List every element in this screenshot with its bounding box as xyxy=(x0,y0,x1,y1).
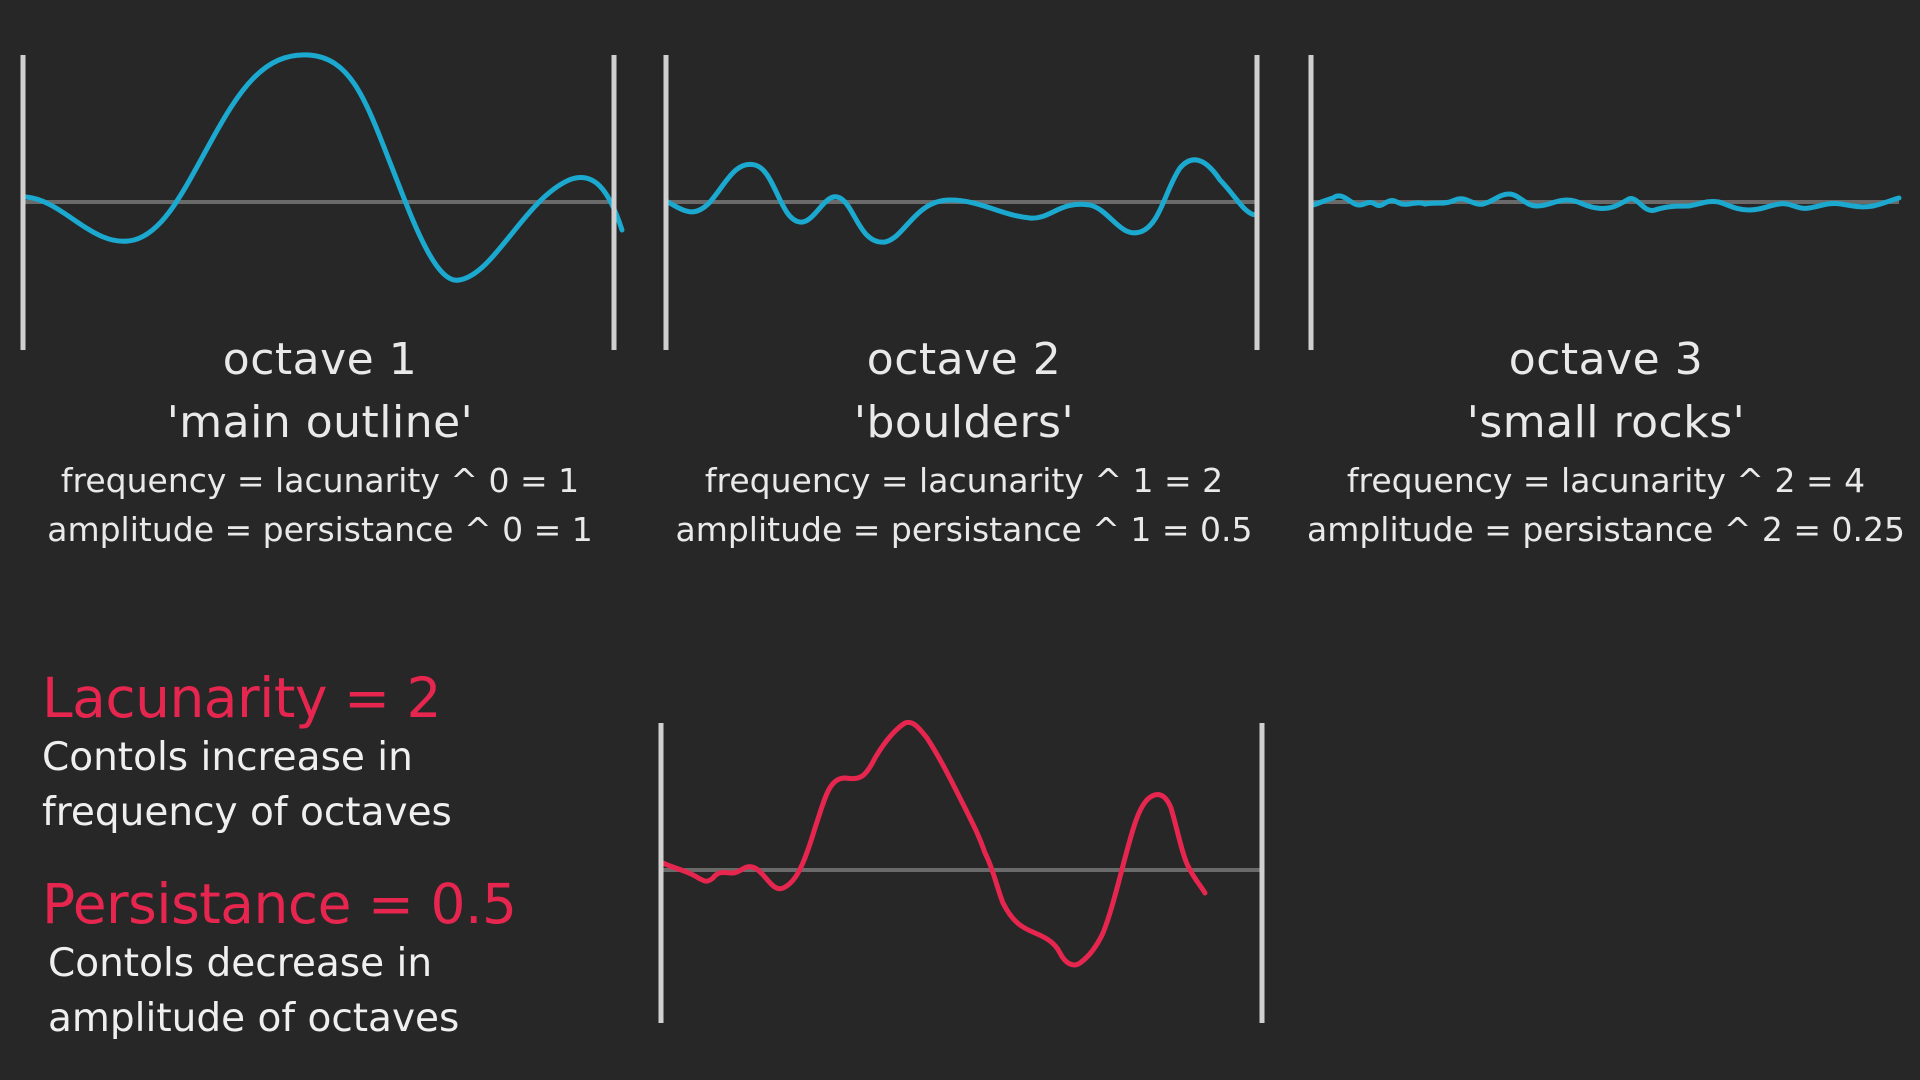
persistance-desc-line-1: Contols decrease in xyxy=(48,941,433,986)
octave-2-wave xyxy=(665,157,1259,245)
octave-3-subtitle: 'small rocks' xyxy=(1466,397,1746,448)
lacunarity-desc-line-2: frequency of octaves xyxy=(42,790,452,835)
octave-3-title: octave 3 xyxy=(1508,334,1704,385)
persistance-desc-line-2: amplitude of octaves xyxy=(48,996,460,1041)
octave-1-amplitude: amplitude = persistance ^ 0 = 1 xyxy=(47,510,593,549)
persistance-heading: Persistance = 0.5 xyxy=(42,872,517,936)
octave-3-wave xyxy=(1310,191,1902,213)
octave-3-graph xyxy=(1308,55,1902,350)
octave-2-caption: octave 2 'boulders' frequency = lacunari… xyxy=(644,330,1284,554)
lacunarity-legend: Lacunarity = 2 Contols increase in frequ… xyxy=(42,666,452,840)
octave-2-subtitle: 'boulders' xyxy=(853,397,1075,448)
octave-1-graph xyxy=(20,52,625,350)
lacunarity-heading: Lacunarity = 2 xyxy=(42,666,442,730)
persistance-legend: Persistance = 0.5 Contols decrease in am… xyxy=(42,872,517,1046)
octave-3-caption: octave 3 'small rocks' frequency = lacun… xyxy=(1286,330,1920,554)
octave-1-title: octave 1 xyxy=(222,334,418,385)
octave-1-wave xyxy=(23,52,625,283)
octave-3-amplitude: amplitude = persistance ^ 2 = 0.25 xyxy=(1306,510,1905,549)
octave-1-subtitle: 'main outline' xyxy=(166,397,474,448)
octave-2-title: octave 2 xyxy=(866,334,1062,385)
octave-1-frequency: frequency = lacunarity ^ 0 = 1 xyxy=(60,461,580,500)
octave-2-amplitude: amplitude = persistance ^ 1 = 0.5 xyxy=(675,510,1253,549)
octave-2-frequency: frequency = lacunarity ^ 1 = 2 xyxy=(704,461,1224,500)
combined-wave xyxy=(660,719,1208,968)
octave-1-caption: octave 1 'main outline' frequency = lacu… xyxy=(0,330,640,554)
octave-2-graph xyxy=(663,55,1260,350)
octave-3-frequency: frequency = lacunarity ^ 2 = 4 xyxy=(1346,461,1866,500)
combined-noise-graph xyxy=(658,719,1265,1023)
lacunarity-desc-line-1: Contols increase in xyxy=(42,735,413,780)
